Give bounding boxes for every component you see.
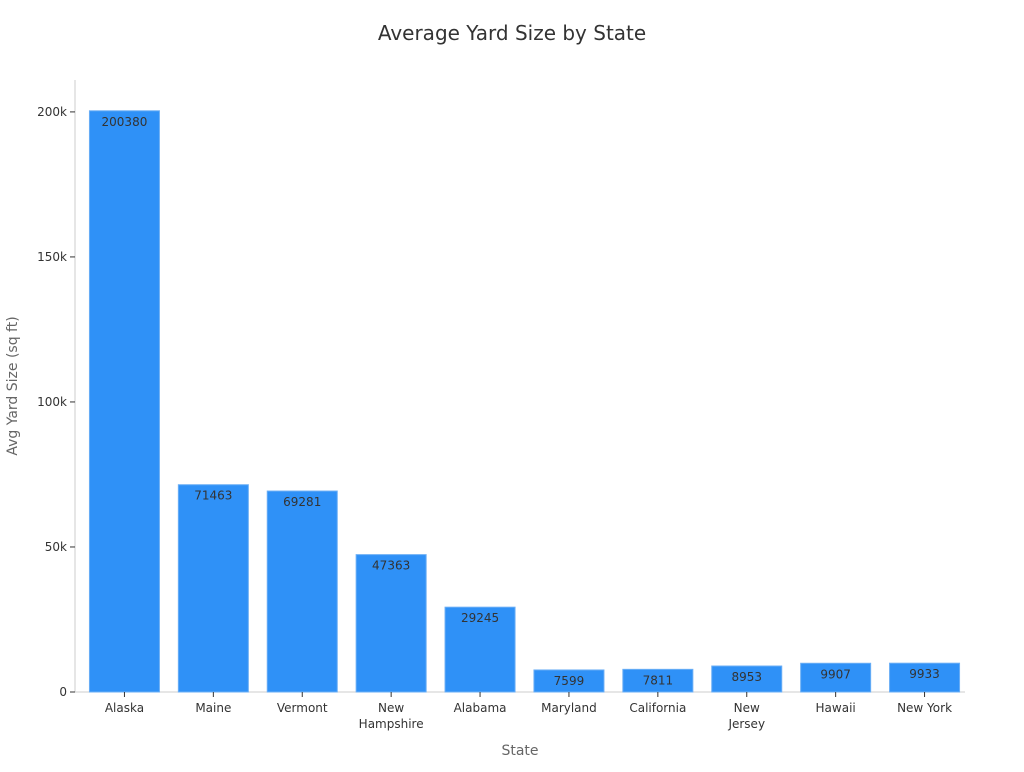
x-tick-label: Maine	[195, 701, 231, 715]
bar	[355, 554, 427, 693]
bar-value-label: 8953	[731, 670, 762, 684]
bar-value-label: 7599	[554, 674, 585, 688]
bar	[177, 484, 249, 693]
bar	[800, 662, 872, 693]
y-tick-label: 100k	[37, 395, 67, 409]
x-axis-label: State	[501, 743, 538, 759]
y-tick-label: 200k	[37, 105, 67, 119]
y-tick-label: 150k	[37, 250, 67, 264]
bar	[266, 490, 338, 693]
x-tick-label: Alaska	[105, 701, 144, 715]
y-tick-label: 50k	[45, 540, 67, 554]
x-tick-label: Hawaii	[816, 701, 856, 715]
x-tick-label: Vermont	[277, 701, 328, 715]
x-tick-label: New York	[897, 701, 952, 715]
x-tick-label: California	[629, 701, 686, 715]
bar-value-label: 9907	[820, 667, 851, 681]
bar-value-label: 9933	[909, 667, 940, 681]
bar	[88, 110, 160, 693]
x-tick-label: Maryland	[541, 701, 597, 715]
x-tick-label: New Jersey	[727, 701, 765, 731]
bars-group: 200380 71463 69281 47363 29245 7599 7811 8953 99…	[88, 110, 961, 693]
chart-title: Average Yard Size by State	[378, 21, 646, 45]
y-axis-label: Avg Yard Size (sq ft)	[5, 316, 21, 455]
bar-value-label: 71463	[194, 489, 232, 503]
bar-value-label: 7811	[643, 673, 674, 687]
bar-value-label: 69281	[283, 495, 321, 509]
bar-value-label: 200380	[102, 115, 148, 129]
bar-value-label: 47363	[372, 559, 410, 573]
x-tick-label: Alabama	[454, 701, 507, 715]
y-axis-ticks: 0 50k 100k 150k 200k	[37, 105, 75, 699]
x-tick-label: New Hampshire	[359, 701, 424, 731]
x-axis-ticks: Alaska Maine Vermont New Hampshire Alabama Mar…	[105, 692, 952, 731]
bar-value-label: 29245	[461, 611, 499, 625]
y-tick-label: 0	[59, 685, 67, 699]
